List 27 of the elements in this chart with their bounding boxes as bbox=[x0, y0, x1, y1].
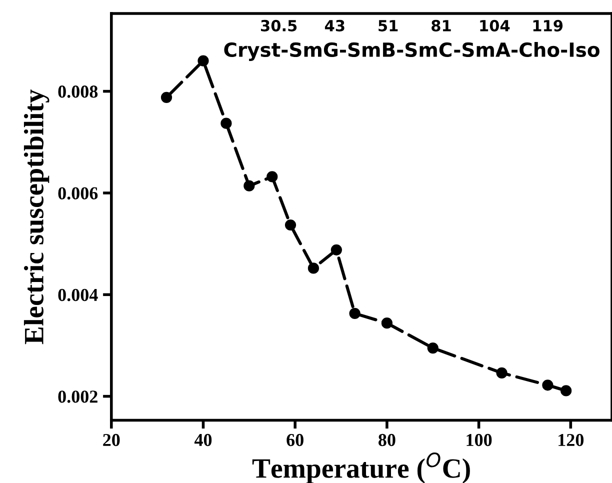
point bbox=[330, 244, 342, 256]
x-tick-label: 100 bbox=[466, 434, 492, 446]
point bbox=[244, 180, 255, 192]
point bbox=[349, 308, 360, 320]
point bbox=[198, 55, 209, 66]
point bbox=[266, 171, 278, 182]
y-axis-title: Electric susceptibility bbox=[24, 89, 50, 344]
y-tick-label: 0.004 bbox=[58, 288, 98, 302]
y-tick-label: 0.006 bbox=[58, 187, 98, 200]
x-tick-label: 20 bbox=[103, 434, 120, 446]
x-tick-label: 60 bbox=[286, 434, 304, 446]
point bbox=[427, 342, 438, 354]
y-tick-label: 0.008 bbox=[58, 86, 98, 98]
annotation: 30.5 43 51 81 104 119 bbox=[261, 20, 563, 32]
point bbox=[284, 219, 296, 231]
x-tick-label: 120 bbox=[558, 434, 584, 446]
point bbox=[496, 367, 508, 378]
point bbox=[381, 318, 393, 329]
point bbox=[308, 262, 320, 274]
point bbox=[542, 380, 554, 391]
annotation: Cryst-SmG-SmB-SmC-SmA-Cho-Iso bbox=[224, 42, 600, 61]
x-tick-label: 40 bbox=[194, 434, 212, 446]
y-tick-label: 0.002 bbox=[58, 390, 98, 403]
x-tick-label: 80 bbox=[378, 434, 396, 446]
point bbox=[560, 385, 572, 396]
point bbox=[220, 118, 232, 129]
point bbox=[160, 92, 172, 103]
